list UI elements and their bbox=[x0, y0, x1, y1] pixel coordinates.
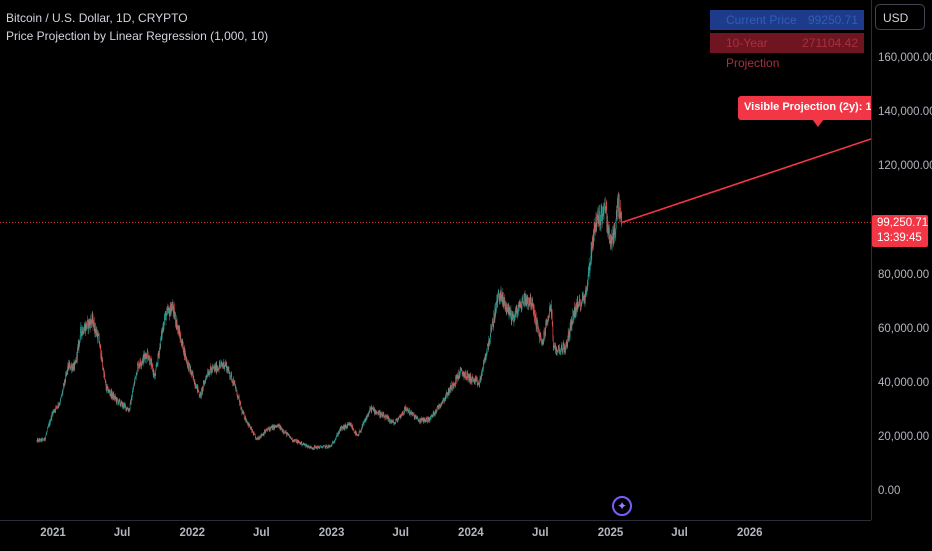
time-tick-label: 2025 bbox=[598, 527, 624, 539]
chart-legend[interactable]: Bitcoin / U.S. Dollar, 1D, CRYPTO Price … bbox=[6, 9, 268, 45]
price-tick-label: 120,000.00 bbox=[878, 160, 932, 172]
time-tick-label: 2021 bbox=[40, 527, 66, 539]
price-tick-label: 20,000.00 bbox=[878, 431, 929, 443]
symbol-title[interactable]: Bitcoin / U.S. Dollar, 1D, CRYPTO bbox=[6, 9, 268, 27]
price-tick-label: 40,000.00 bbox=[878, 377, 929, 389]
time-tick-label: Jul bbox=[114, 527, 131, 539]
time-tick-label: 2023 bbox=[319, 527, 345, 539]
time-tick-label: Jul bbox=[253, 527, 270, 539]
price-tick-label: 140,000.00 bbox=[878, 106, 932, 118]
ten-year-projection-label: 10-Year Projection bbox=[726, 33, 802, 53]
price-tick-label: 0.00 bbox=[878, 485, 900, 497]
price-tick-label: 60,000.00 bbox=[878, 323, 929, 335]
current-price-label: Current Price bbox=[726, 10, 797, 30]
price-tick-label: 80,000.00 bbox=[878, 269, 929, 281]
ten-year-projection-value: 271104.42 bbox=[802, 33, 858, 53]
projection-label-pointer bbox=[812, 119, 824, 127]
currency-button[interactable]: USD bbox=[875, 4, 925, 30]
ten-year-projection-row: 10-Year Projection 271104.42 bbox=[710, 33, 864, 53]
time-tick-label: 2024 bbox=[458, 527, 484, 539]
current-price-value: 99250.71 bbox=[808, 10, 858, 30]
current-price-row: Current Price 99250.71 bbox=[710, 10, 864, 30]
last-price-value: 99,250.71 bbox=[877, 216, 928, 231]
sparkle-icon[interactable]: ✦ bbox=[612, 496, 632, 516]
time-tick-label: Jul bbox=[671, 527, 688, 539]
projection-label[interactable]: Visible Projection (2y): 133745 bbox=[738, 96, 871, 120]
projection-svg bbox=[0, 0, 871, 520]
time-tick-label: 2026 bbox=[737, 527, 763, 539]
projection-line[interactable] bbox=[622, 129, 871, 222]
last-price-tag: 99,250.71 13:39:45 bbox=[872, 215, 928, 247]
price-tick-label: 160,000.00 bbox=[878, 52, 932, 64]
time-tick-label: Jul bbox=[392, 527, 409, 539]
bar-countdown: 13:39:45 bbox=[877, 231, 928, 246]
time-tick-label: 2022 bbox=[179, 527, 205, 539]
time-tick-label: Jul bbox=[532, 527, 549, 539]
indicator-info-table: Current Price 99250.71 10-Year Projectio… bbox=[710, 10, 864, 56]
indicator-title[interactable]: Price Projection by Linear Regression (1… bbox=[6, 27, 268, 45]
